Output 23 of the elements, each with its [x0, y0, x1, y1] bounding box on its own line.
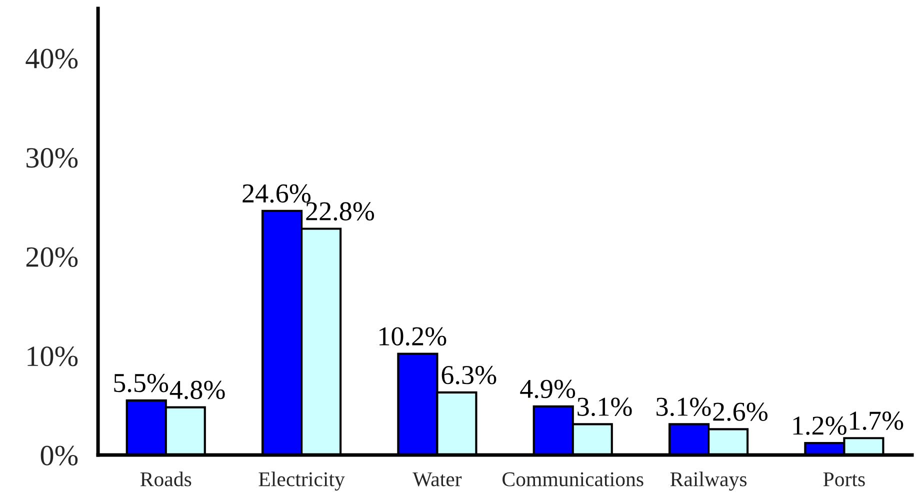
data-label: 4.8%	[170, 380, 225, 400]
y-tick-label: 20%	[26, 247, 78, 268]
x-tick-label: Ports	[823, 472, 865, 486]
x-tick-label: Electricity	[258, 472, 345, 491]
data-label: 24.6%	[242, 184, 311, 203]
data-label: 4.9%	[520, 380, 576, 398]
y-tick-label: 40%	[26, 48, 78, 69]
data-label: 2.6%	[713, 402, 768, 422]
data-label: 3.1%	[578, 398, 632, 416]
x-tick-label: Railways	[670, 472, 747, 491]
x-tick-label: Water	[412, 472, 462, 486]
data-label: 22.8%	[306, 202, 374, 221]
y-tick-label: 10%	[28, 346, 78, 366]
x-tick-label: Roads	[140, 472, 192, 486]
y-tick-label: 0%	[40, 446, 78, 466]
data-label: 5.5%	[114, 374, 168, 392]
data-label: 1.7%	[850, 412, 904, 430]
data-label: 3.1%	[656, 398, 711, 416]
data-label: 10.2%	[380, 327, 446, 346]
x-tick-label: Communications	[502, 472, 644, 486]
y-tick-label: 30%	[26, 148, 78, 168]
data-label: 1.2%	[793, 416, 846, 435]
data-label: 6.3%	[442, 366, 496, 384]
